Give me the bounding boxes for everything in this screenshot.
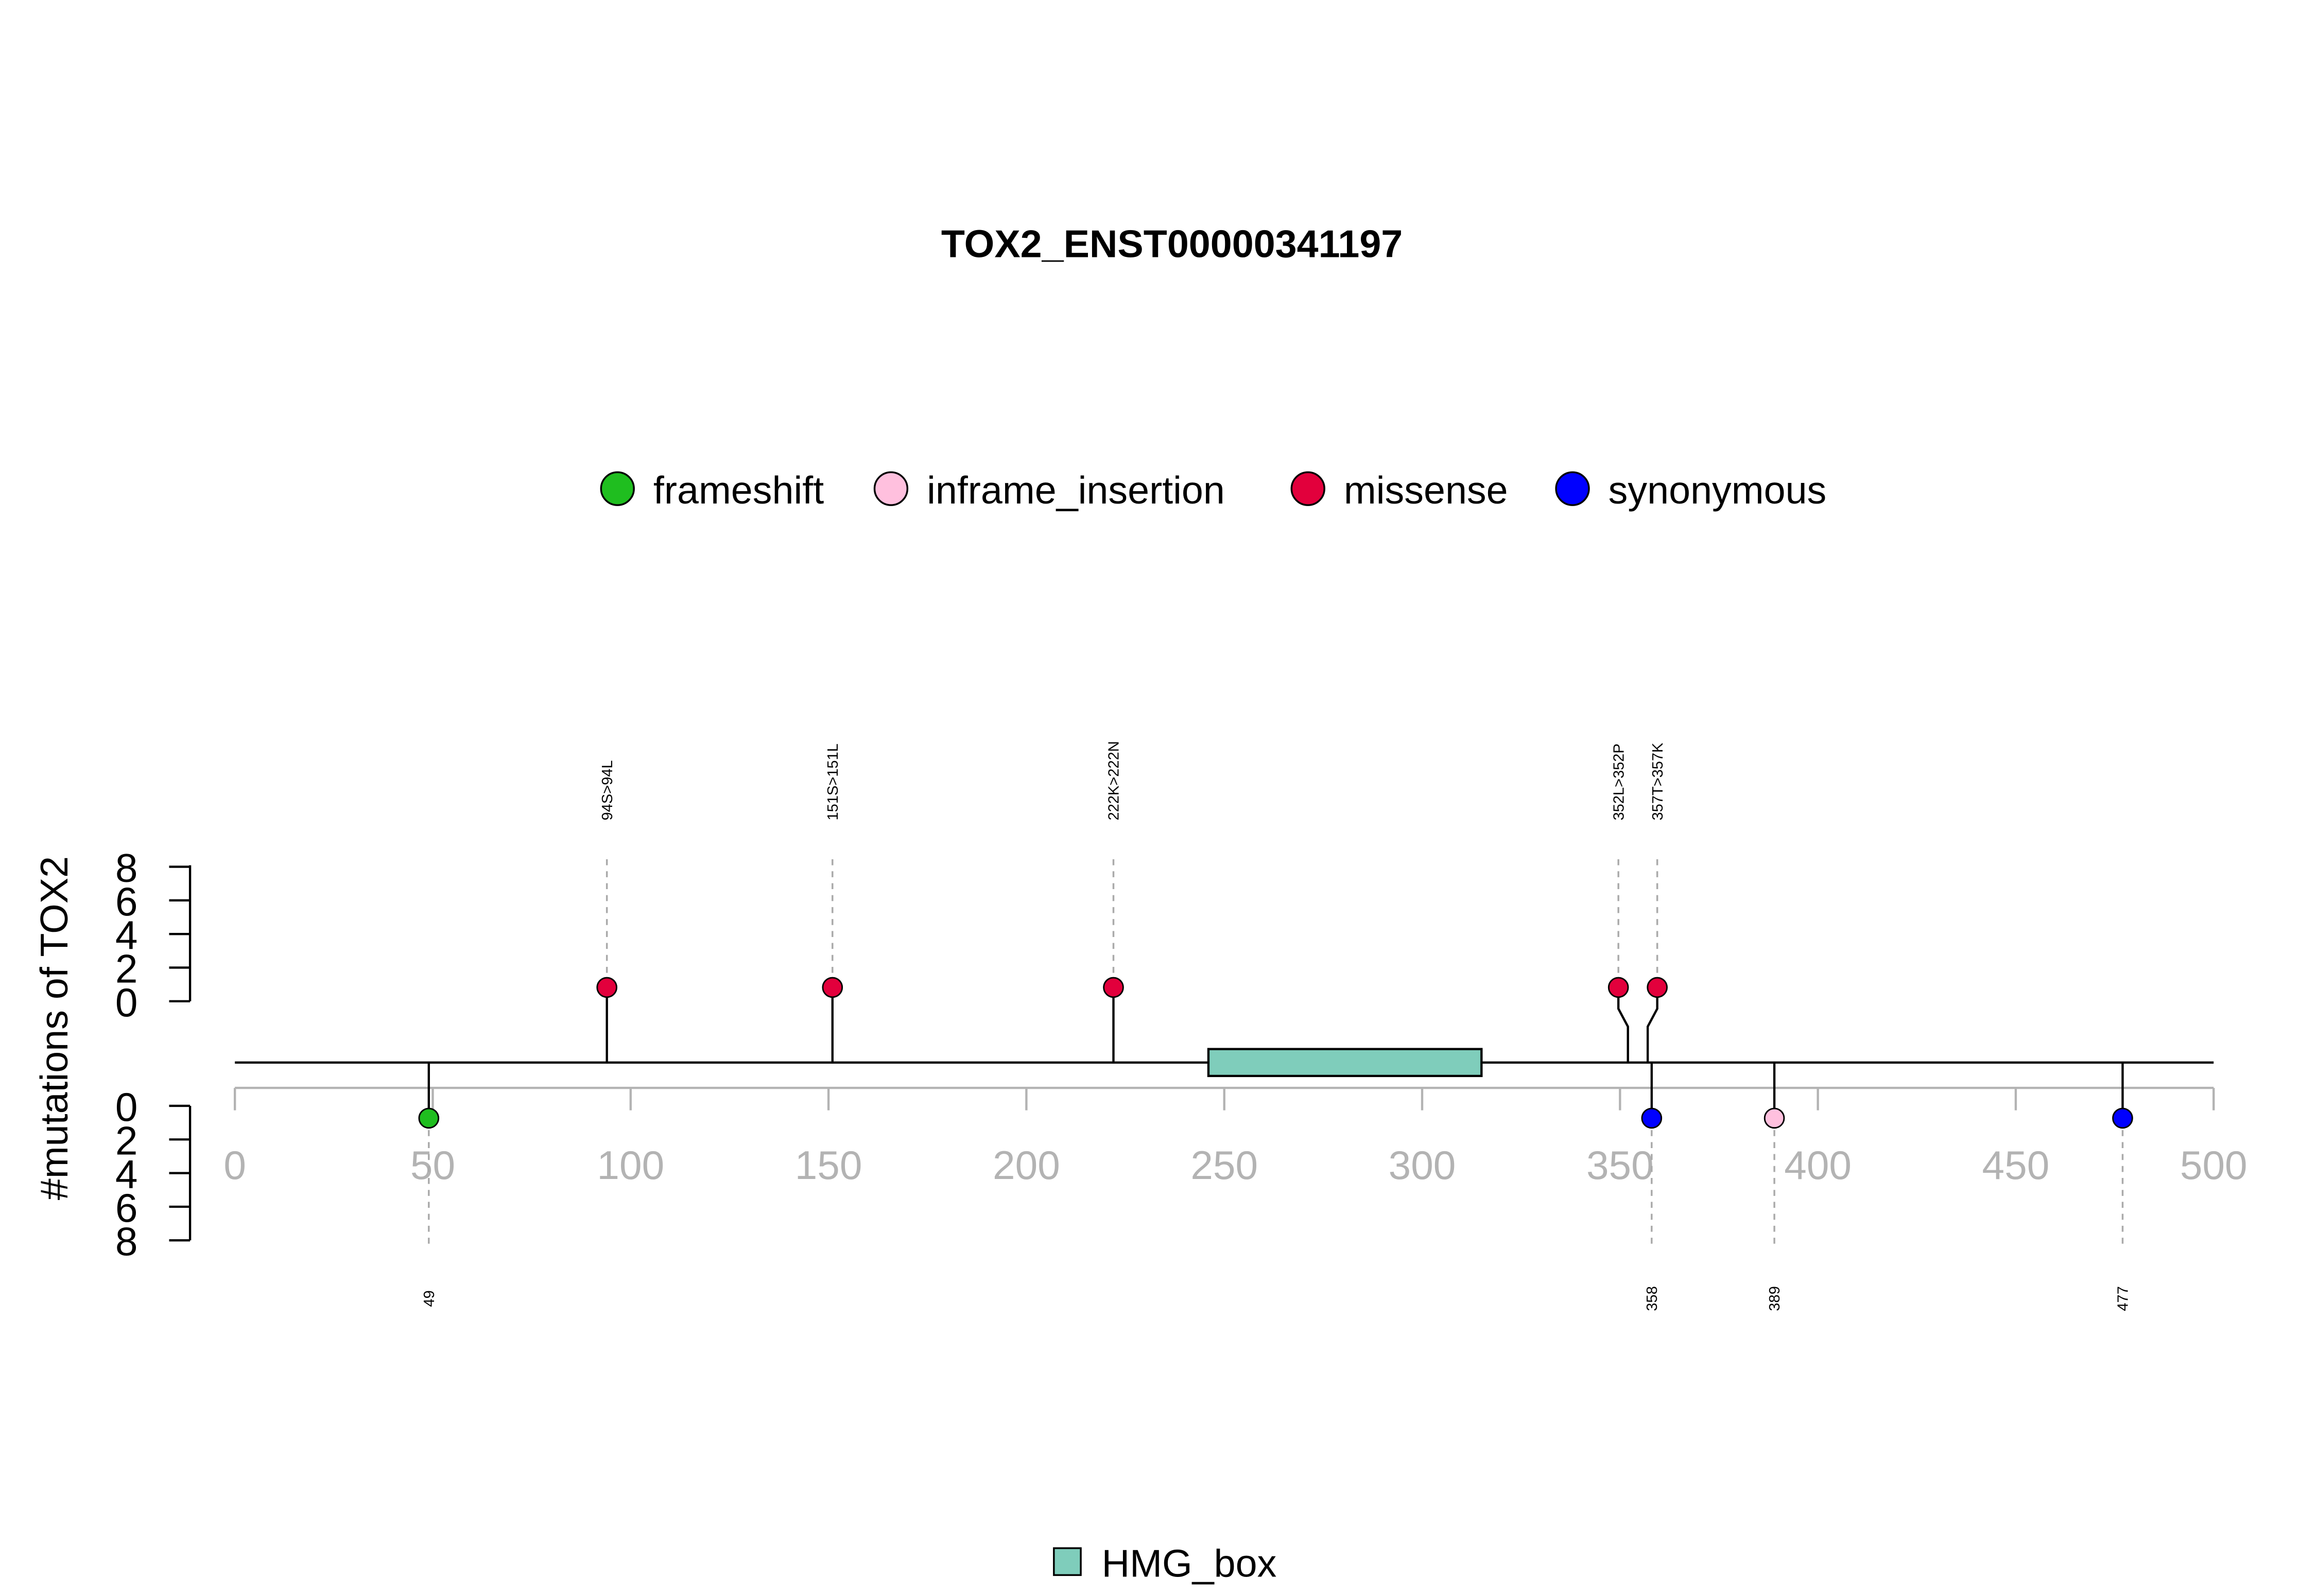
top-mutation-label: 151S>151L: [825, 743, 841, 820]
legend-label-inframe_insertion: inframe_insertion: [927, 469, 1225, 512]
y-tick-label: 2: [115, 1118, 138, 1163]
top-mutation-point: [596, 977, 617, 998]
top-mutation-point: [1607, 977, 1629, 998]
x-tick-label: 500: [2180, 1142, 2247, 1188]
x-tick-label: 400: [1784, 1142, 1852, 1188]
chart-title: TOX2_ENST00000341197: [941, 222, 1403, 265]
bottom-mutation-point: [1641, 1107, 1663, 1129]
domain-legend: HMG_box: [1053, 1541, 1277, 1585]
x-tick-label: 450: [1982, 1142, 2050, 1188]
x-tick-label: 0: [223, 1142, 246, 1188]
bottom-mutation-label: 49: [421, 1290, 438, 1307]
x-tick-label: 100: [597, 1142, 664, 1188]
legend-label-frameshift: frameshift: [653, 469, 824, 512]
legend-domain-label: HMG_box: [1102, 1541, 1277, 1585]
x-tick-label: 350: [1586, 1142, 1654, 1188]
x-tick-label: 150: [795, 1142, 862, 1188]
x-axis: 0 50 100 150 200 250 300 350 400 450 500: [223, 1086, 2247, 1188]
legend-marker-frameshift: [600, 471, 635, 506]
top-lollipops: 94S>94L 151S>151L 222K>222N 352L>352P 357T>3…: [596, 741, 1668, 1063]
top-mutation-point: [1103, 977, 1124, 998]
x-tick-label: 250: [1190, 1142, 1258, 1188]
legend-domain-swatch: [1053, 1547, 1082, 1576]
top-mutation-label: 352L>352P: [1611, 743, 1627, 820]
x-tick-label: 300: [1389, 1142, 1456, 1188]
top-mutation-label: 94S>94L: [599, 760, 616, 821]
protein-backbone: [235, 1048, 2214, 1078]
y-tick-label: 8: [115, 845, 138, 891]
legend-marker-synonymous: [1555, 471, 1590, 506]
top-mutation-point: [1647, 977, 1668, 998]
mutation-legend: frameshift inframe_insertion missense synon…: [600, 469, 1827, 512]
x-tick-label: 50: [410, 1142, 455, 1188]
top-mutation-point: [822, 977, 843, 998]
y-tick-label: 0: [115, 1084, 138, 1130]
bottom-mutation-point: [1763, 1107, 1785, 1129]
legend-label-synonymous: synonymous: [1609, 469, 1827, 512]
top-stem: [1617, 987, 1629, 1063]
bottom-mutation-point: [2112, 1107, 2133, 1129]
bottom-mutation-label: 358: [1644, 1286, 1661, 1311]
y-tick-label: 6: [115, 879, 138, 924]
y-tick-label: 0: [115, 980, 138, 1025]
legend-label-missense: missense: [1344, 469, 1508, 512]
y-axis-label: #mutations of TOX2: [32, 856, 76, 1200]
bottom-mutation-label: 389: [1767, 1286, 1783, 1311]
legend-marker-missense: [1290, 471, 1325, 506]
legend-marker-inframe_insertion: [873, 471, 909, 506]
bottom-mutation-label: 477: [2115, 1286, 2132, 1311]
y-tick-label: 4: [115, 912, 138, 958]
top-mutation-label: 222K>222N: [1106, 741, 1122, 820]
bottom-lollipops: 49 358 389 477: [418, 1062, 2133, 1311]
x-tick-label: 200: [993, 1142, 1060, 1188]
domain-HMG_box: [1207, 1048, 1483, 1078]
top-stem: [1646, 987, 1658, 1063]
y-tick-label: 8: [115, 1219, 138, 1264]
top-mutation-label: 357T>357K: [1650, 742, 1666, 820]
y-tick-label: 6: [115, 1185, 138, 1230]
y-tick-label: 4: [115, 1152, 138, 1197]
bottom-mutation-point: [418, 1107, 440, 1129]
y-tick-label: 2: [115, 946, 138, 991]
